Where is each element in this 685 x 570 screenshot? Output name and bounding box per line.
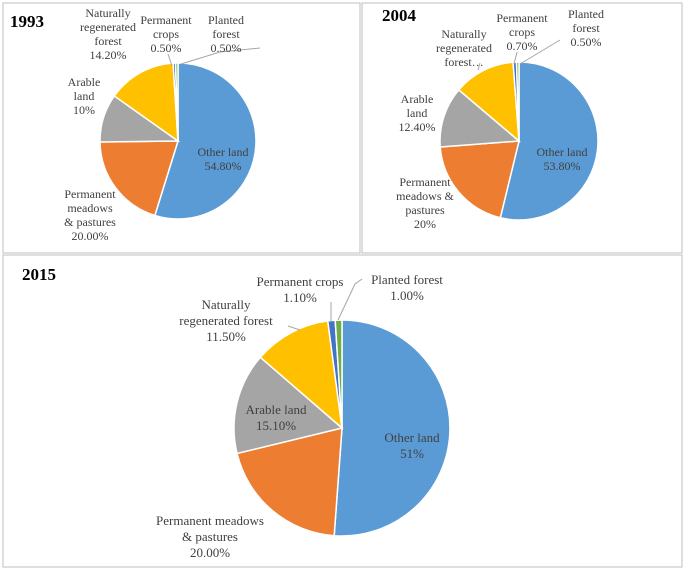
pie-slice-2015-other-land [333, 319, 451, 537]
pie-slice-1993-permanent-meadows-and-pastures [99, 140, 180, 217]
data-label-2004-naturally-regenerated-forest: Naturally regenerated forest… [436, 27, 492, 69]
data-label-1993-naturally-regenerated-forest: Naturally regenerated forest 14.20% [80, 6, 136, 62]
data-label-2004-other-land: Other land 53.80% [537, 145, 588, 173]
leader-line-1993-planted-forest [180, 47, 261, 65]
pie-slice-2015-planted-forest [334, 319, 343, 429]
data-label-1993-permanent-meadows-and-pastures: Permanent meadows & pastures 20.00% [64, 187, 116, 243]
data-label-2004-permanent-crops: Permanent crops 0.70% [496, 11, 548, 53]
pie-slice-2004-arable-land [439, 88, 521, 148]
data-label-2015-planted-forest: Planted forest 1.00% [371, 272, 443, 303]
data-label-2015-other-land: Other land 51% [384, 430, 440, 461]
chart-title-2015: 2015 [22, 265, 56, 284]
data-label-2004-arable-land: Arable land 12.40% [399, 92, 436, 134]
leader-line-2004-planted-forest [519, 39, 561, 65]
data-label-1993-arable-land: Arable land 10% [68, 75, 101, 117]
data-label-2015-naturally-regenerated-forest: Naturally regenerated forest 11.50% [179, 297, 273, 344]
panel-2015 [2, 254, 683, 568]
labels-layer: Other land 54.80% Permanent meadows & pastur… [64, 6, 604, 560]
chart-title-1993: 1993 [10, 12, 44, 31]
pie-slice-2004-planted-forest [515, 61, 520, 142]
data-label-2015-permanent-meadows-and-pastures: Permanent meadows & pastures 20.00% [156, 513, 264, 560]
panel-2004 [361, 2, 683, 254]
leader-line-2015-naturally-regenerated-forest [287, 325, 301, 331]
pie-slice-1993-planted-forest [174, 62, 179, 142]
leader-line-2004-naturally-regenerated-forest [477, 62, 481, 71]
pie-slice-2015-permanent-meadows-and-pastures [236, 427, 343, 537]
data-label-2015-permanent-crops: Permanent crops 1.10% [256, 274, 343, 305]
leader-line-1993-permanent-crops [167, 53, 173, 67]
panel-1993 [2, 2, 361, 254]
pie-slice-2015-naturally-regenerated-forest [259, 320, 344, 430]
pie-slice-1993-other-land [153, 62, 257, 220]
leader-line-2015-planted-forest [337, 278, 363, 321]
pie-slice-2004-naturally-regenerated-forest [457, 61, 520, 143]
data-label-1993-other-land: Other land 54.80% [198, 145, 249, 173]
leader-lines-layer [167, 39, 561, 331]
chart-title-2004: 2004 [382, 6, 417, 25]
data-label-1993-planted-forest: Planted forest 0.50% [208, 13, 244, 55]
pie-slice-2004-other-land [499, 61, 599, 221]
pie-slice-2004-permanent-meadows-and-pastures [439, 140, 520, 219]
data-label-1993-permanent-crops: Permanent crops 0.50% [140, 13, 192, 55]
leader-line-2004-permanent-crops [513, 51, 518, 65]
data-label-2004-permanent-meadows-and-pastures: Permanent meadows & pastures 20% [396, 175, 454, 231]
pies-layer [99, 61, 599, 537]
pie-slice-2015-arable-land [233, 356, 344, 455]
data-label-2015-arable-land: Arable land 15.10% [245, 402, 307, 433]
data-label-2004-planted-forest: Planted forest 0.50% [568, 7, 604, 49]
